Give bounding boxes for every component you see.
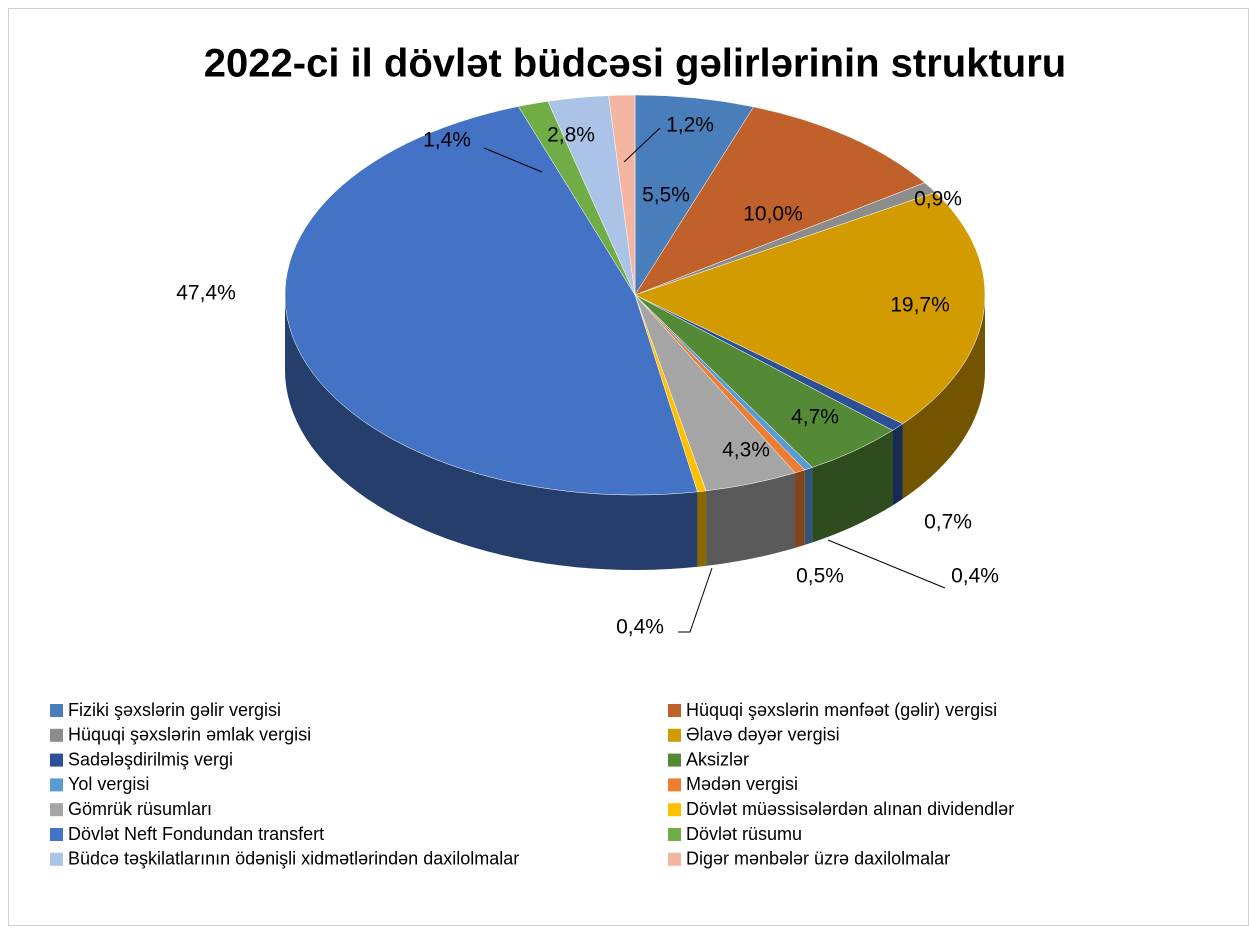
legend-label: Mədən vergisi	[686, 774, 798, 794]
slice	[634, 106, 926, 296]
side-shade	[812, 430, 893, 543]
legend-label: Hüquqi şəxslərin mənfəət (gəlir) vergisi	[686, 700, 997, 720]
legend-swatch	[668, 852, 681, 866]
data-label: 0,4%	[616, 616, 664, 639]
data-label: 0,4%	[951, 565, 999, 588]
data-label: 2,8%	[547, 124, 595, 147]
slice-side	[892, 423, 903, 506]
side-shade	[706, 472, 796, 566]
data-label: 4,3%	[722, 439, 770, 462]
data-label: 10,0%	[743, 203, 803, 226]
legend-swatch	[668, 704, 681, 717]
legend-label: Yol vergisi	[68, 774, 149, 794]
leader-line	[623, 127, 661, 163]
legend-swatch	[50, 753, 63, 767]
data-label: 1,4%	[423, 129, 471, 152]
legend-swatch	[50, 803, 63, 817]
legend-label: Hüquqi şəxslərin əmlak vergisi	[68, 725, 311, 745]
legend-label: Fiziki şəxslərin gəlir vergisi	[68, 700, 281, 720]
legend-swatch	[668, 728, 681, 742]
leader-line	[678, 567, 713, 633]
legend-swatch	[50, 828, 63, 841]
legend-swatch	[668, 828, 681, 841]
side-shade	[902, 295, 985, 499]
legend-swatch	[50, 728, 63, 742]
legend-label: Dövlət Neft Fondundan transfert	[68, 824, 324, 844]
legend-label: Əlavə dəyər vergisi	[686, 725, 840, 745]
data-label: 19,7%	[890, 294, 950, 317]
slice-side	[795, 469, 805, 548]
data-label: 1,2%	[666, 114, 714, 137]
side-shade	[285, 295, 698, 570]
legend-swatch	[50, 852, 63, 866]
slice-side	[804, 467, 813, 545]
data-label: 0,9%	[914, 188, 962, 211]
data-label: 47,4%	[176, 282, 236, 305]
slice	[284, 106, 698, 496]
slice-side	[285, 295, 698, 570]
legend-label: Aksizlər	[686, 749, 749, 769]
leader-line	[827, 539, 946, 589]
legend-swatch	[668, 753, 681, 767]
side-shade	[892, 423, 903, 506]
legend-label: Dövlət müəssisələrdən alınan dividendlər	[686, 799, 1014, 819]
side-shade	[795, 469, 805, 548]
data-label: 0,7%	[924, 511, 972, 534]
legend-swatch	[668, 778, 681, 792]
data-label: 5,5%	[642, 184, 690, 207]
legend-swatch	[668, 803, 681, 817]
slice	[634, 192, 986, 425]
slice-side	[706, 472, 796, 566]
legend-label: Sadələşdirilmiş vergi	[68, 749, 233, 769]
data-label: 0,5%	[796, 565, 844, 588]
legend-swatch	[50, 704, 63, 717]
legend-swatch	[50, 778, 63, 792]
legend-label: Dövlət rüsumu	[686, 824, 802, 844]
slice-side	[697, 490, 707, 567]
leader-line	[483, 147, 543, 173]
slice-side	[902, 295, 985, 499]
legend-label: Digər mənbələr üzrə daxilolmalar	[686, 849, 950, 869]
side-shade	[697, 490, 707, 567]
data-label: 4,7%	[791, 406, 839, 429]
chart-title: 2022-ci il dövlət büdcəsi gəlirlərinin s…	[204, 42, 1066, 86]
slice-side	[812, 430, 893, 543]
legend-label: Büdcə təşkilatlarının ödənişli xidmətlər…	[68, 849, 519, 869]
slice	[608, 94, 636, 296]
legend-label: Gömrük rüsumları	[68, 799, 212, 819]
side-shade	[804, 467, 813, 545]
